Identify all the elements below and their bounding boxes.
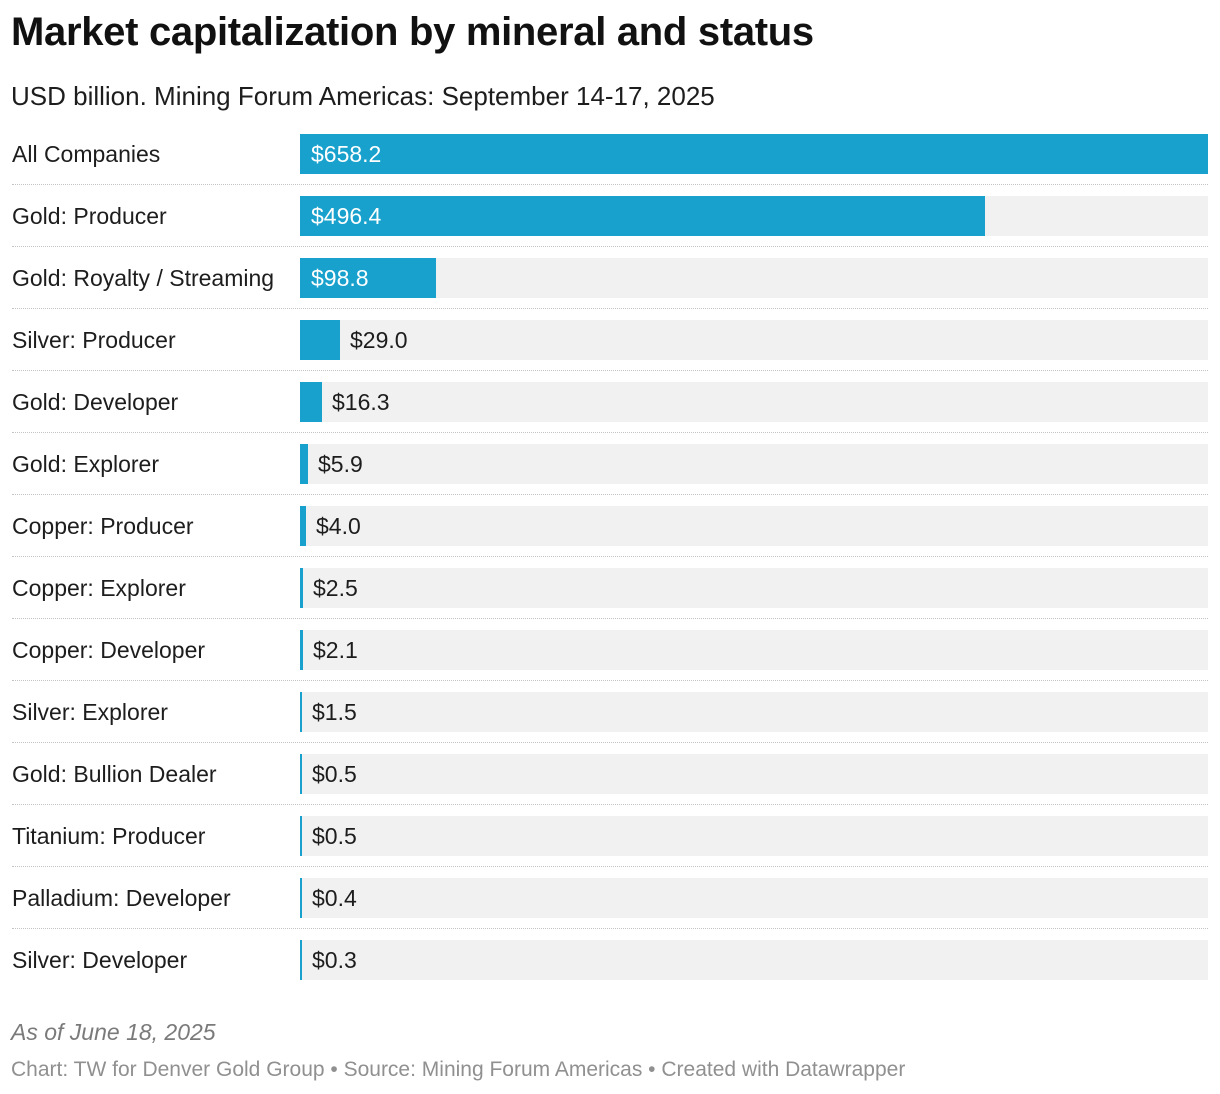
bar-row: Gold: Developer $16.3 (0, 372, 1220, 434)
bar (300, 196, 985, 236)
bar (300, 320, 340, 360)
bar (300, 568, 303, 608)
bar (300, 444, 308, 484)
category-label: Gold: Developer (12, 389, 179, 415)
bar (300, 878, 302, 918)
bar-row: Gold: Producer $496.4 (0, 186, 1220, 248)
category-label: Gold: Royalty / Streaming (12, 265, 275, 291)
bar-track: $29.0 (300, 320, 1208, 360)
bar (300, 940, 302, 980)
row-divider (12, 680, 1208, 681)
bar-track: $4.0 (300, 506, 1208, 546)
bar-track: $16.3 (300, 382, 1208, 422)
bar-track: $496.4 (300, 196, 1208, 236)
category-label: Gold: Explorer (12, 451, 160, 477)
value-label: $0.5 (312, 823, 357, 849)
bar (300, 816, 302, 856)
bar-track: $5.9 (300, 444, 1208, 484)
category-label: All Companies (12, 141, 161, 167)
bar-track: $658.2 (300, 134, 1208, 174)
row-divider (12, 866, 1208, 867)
value-label: $4.0 (316, 513, 361, 539)
bar (300, 754, 302, 794)
bar-track: $98.8 (300, 258, 1208, 298)
bar-row: Gold: Bullion Dealer $0.5 (0, 744, 1220, 806)
category-label: Silver: Producer (12, 327, 176, 353)
category-label: Gold: Bullion Dealer (12, 761, 217, 787)
value-label: $0.3 (312, 947, 357, 973)
chart-subtitle: USD billion. Mining Forum Americas: Sept… (11, 81, 715, 111)
category-label: Silver: Explorer (12, 699, 168, 725)
category-label: Copper: Producer (12, 513, 194, 539)
bar (300, 692, 302, 732)
value-label: $496.4 (311, 203, 382, 229)
category-label: Copper: Developer (12, 637, 206, 663)
row-divider (12, 618, 1208, 619)
row-divider (12, 370, 1208, 371)
category-label: Copper: Explorer (12, 575, 186, 601)
value-label: $29.0 (350, 327, 408, 353)
bar-track: $1.5 (300, 692, 1208, 732)
category-label: Gold: Producer (12, 203, 167, 229)
bar-row: Silver: Developer $0.3 (0, 930, 1220, 992)
bar-row: Gold: Royalty / Streaming $98.8 (0, 248, 1220, 310)
bar-row: All Companies $658.2 (0, 124, 1220, 186)
bar-row: Silver: Explorer $1.5 (0, 682, 1220, 744)
category-label: Silver: Developer (12, 947, 188, 973)
value-label: $5.9 (318, 451, 363, 477)
row-divider (12, 556, 1208, 557)
row-divider (12, 308, 1208, 309)
bar-row: Copper: Developer $2.1 (0, 620, 1220, 682)
bar (300, 258, 436, 298)
bar-track: $2.5 (300, 568, 1208, 608)
row-divider (12, 494, 1208, 495)
bar-row: Titanium: Producer $0.5 (0, 806, 1220, 868)
category-label: Titanium: Producer (12, 823, 206, 849)
value-label: $2.1 (313, 637, 358, 663)
value-label: $1.5 (312, 699, 357, 725)
category-label: Palladium: Developer (12, 885, 231, 911)
bar-row: Gold: Explorer $5.9 (0, 434, 1220, 496)
row-divider (12, 184, 1208, 185)
row-divider (12, 432, 1208, 433)
bar-row: Silver: Producer $29.0 (0, 310, 1220, 372)
bar-track: $0.3 (300, 940, 1208, 980)
value-label: $2.5 (313, 575, 358, 601)
bar-track: $2.1 (300, 630, 1208, 670)
bar (300, 382, 322, 422)
value-label: $16.3 (332, 389, 390, 415)
row-divider (12, 246, 1208, 247)
bar (300, 506, 306, 546)
value-label: $0.5 (312, 761, 357, 787)
bar-track: $0.5 (300, 816, 1208, 856)
row-divider (12, 928, 1208, 929)
row-divider (12, 804, 1208, 805)
bar-track: $0.4 (300, 878, 1208, 918)
bar-row: Palladium: Developer $0.4 (0, 868, 1220, 930)
value-label: $98.8 (311, 265, 369, 291)
chart-title: Market capitalization by mineral and sta… (11, 10, 814, 54)
value-label: $0.4 (312, 885, 357, 911)
bar-row: Copper: Explorer $2.5 (0, 558, 1220, 620)
chart-note: As of June 18, 2025 (11, 1019, 216, 1045)
bar-track: $0.5 (300, 754, 1208, 794)
row-divider (12, 742, 1208, 743)
bar (300, 134, 1208, 174)
bar (300, 630, 303, 670)
chart-footer: Chart: TW for Denver Gold Group • Source… (11, 1058, 906, 1081)
value-label: $658.2 (311, 141, 382, 167)
bar-row: Copper: Producer $4.0 (0, 496, 1220, 558)
